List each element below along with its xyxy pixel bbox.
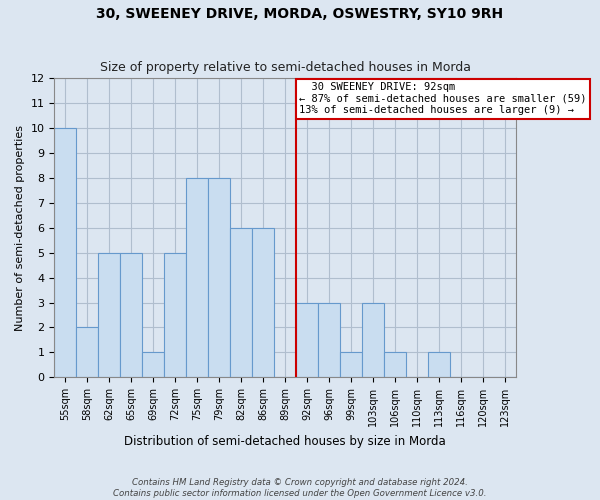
Bar bbox=[230, 228, 252, 377]
Text: 30 SWEENEY DRIVE: 92sqm
← 87% of semi-detached houses are smaller (59)
13% of se: 30 SWEENEY DRIVE: 92sqm ← 87% of semi-de… bbox=[299, 82, 587, 116]
Bar bbox=[186, 178, 208, 377]
Bar bbox=[208, 178, 230, 377]
Y-axis label: Number of semi-detached properties: Number of semi-detached properties bbox=[15, 125, 25, 331]
Bar bbox=[252, 228, 274, 377]
Bar bbox=[164, 252, 186, 377]
Bar bbox=[362, 302, 384, 377]
Bar bbox=[318, 302, 340, 377]
Title: Size of property relative to semi-detached houses in Morda: Size of property relative to semi-detach… bbox=[100, 62, 470, 74]
Bar bbox=[98, 252, 120, 377]
Bar bbox=[296, 302, 318, 377]
Bar bbox=[120, 252, 142, 377]
Bar bbox=[428, 352, 450, 377]
Bar bbox=[340, 352, 362, 377]
X-axis label: Distribution of semi-detached houses by size in Morda: Distribution of semi-detached houses by … bbox=[124, 434, 446, 448]
Text: 30, SWEENEY DRIVE, MORDA, OSWESTRY, SY10 9RH: 30, SWEENEY DRIVE, MORDA, OSWESTRY, SY10… bbox=[97, 8, 503, 22]
Bar bbox=[76, 328, 98, 377]
Bar bbox=[55, 128, 76, 377]
Bar bbox=[142, 352, 164, 377]
Text: Contains HM Land Registry data © Crown copyright and database right 2024.
Contai: Contains HM Land Registry data © Crown c… bbox=[113, 478, 487, 498]
Bar bbox=[384, 352, 406, 377]
